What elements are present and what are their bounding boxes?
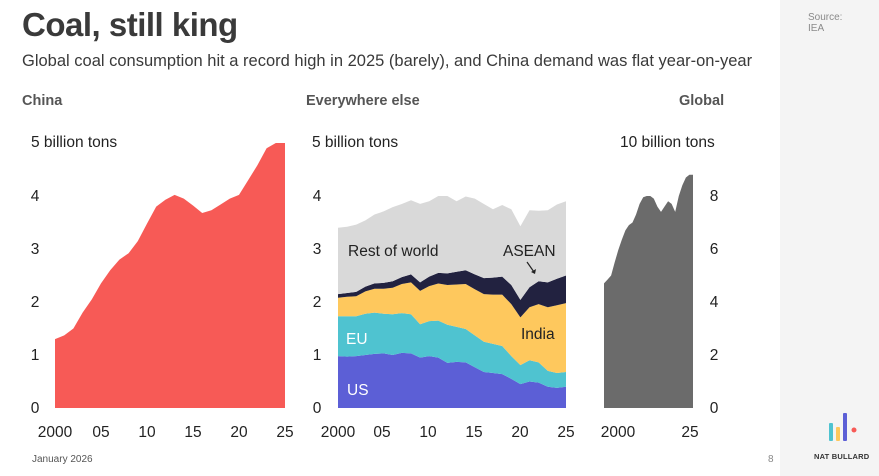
asean-label: ASEAN <box>503 243 556 260</box>
asean-arrow-line <box>526 261 535 273</box>
unit-label-global: 10 billion tons <box>620 134 715 151</box>
us-area <box>338 352 566 408</box>
china-xtick: 10 <box>138 424 156 441</box>
rest-of-world-label: Rest of world <box>348 243 438 260</box>
source-label: Source: <box>808 12 843 23</box>
asean-arrow-head <box>531 269 536 274</box>
global-ytick: 4 <box>710 294 719 311</box>
source-name: IEA <box>808 23 825 34</box>
everywhere-else-xtick: 2000 <box>321 424 356 441</box>
source-note: Source: IEA <box>808 12 842 34</box>
everywhere-else-ytick: 3 <box>313 241 322 258</box>
global-area <box>604 174 693 408</box>
page-subtitle: Global coal consumption hit a record hig… <box>22 52 753 70</box>
india-area <box>338 282 566 373</box>
china-xtick: 15 <box>184 424 201 441</box>
global-ytick: 2 <box>710 347 719 364</box>
china-ytick: 4 <box>31 188 40 205</box>
china-ytick: 0 <box>31 400 40 417</box>
everywhere-else-ytick: 0 <box>313 400 322 417</box>
everywhere-else-xtick: 20 <box>511 424 529 441</box>
everywhere-else-ytick: 4 <box>313 188 322 205</box>
everywhere-else-xtick: 05 <box>373 424 390 441</box>
china-xtick: 20 <box>230 424 248 441</box>
global-xtick: 2000 <box>601 424 636 441</box>
everywhere-else-xtick: 10 <box>419 424 437 441</box>
page-title: Coal, still king <box>22 6 238 43</box>
china-ytick: 1 <box>31 347 40 364</box>
brand-logo-dot <box>851 427 857 433</box>
rest-of-world-area <box>338 196 566 300</box>
brand-name: NAT BULLARD <box>814 452 870 461</box>
everywhere-else-xtick: 25 <box>557 424 574 441</box>
page-number: 8 <box>768 454 774 465</box>
us-label: US <box>347 382 369 399</box>
unit-label-china: 5 billion tons <box>31 134 118 151</box>
panel-title-global: Global <box>679 93 725 109</box>
everywhere-else-ytick: 2 <box>313 294 322 311</box>
global-ytick: 0 <box>710 400 719 417</box>
eu-area <box>338 312 566 388</box>
unit-label-everywhere-else: 5 billion tons <box>312 134 399 151</box>
china-xtick: 25 <box>276 424 293 441</box>
china-ytick: 3 <box>31 241 40 258</box>
global-xtick: 25 <box>681 424 698 441</box>
asean-area <box>338 270 566 318</box>
china-area <box>55 143 285 408</box>
brand-logo-bar-3 <box>843 413 847 441</box>
global-ytick: 8 <box>710 188 719 205</box>
global-ytick: 6 <box>710 241 719 258</box>
india-label: India <box>521 326 555 343</box>
everywhere-else-ytick: 1 <box>313 347 322 364</box>
china-xtick: 2000 <box>38 424 73 441</box>
panel-title-china: China <box>22 93 63 109</box>
eu-label: EU <box>346 331 368 348</box>
everywhere-else-xtick: 15 <box>465 424 482 441</box>
brand-logo-icon <box>829 413 857 441</box>
brand-logo-bar-1 <box>829 423 833 441</box>
panel-title-everywhere-else: Everywhere else <box>306 93 420 109</box>
china-ytick: 2 <box>31 294 40 311</box>
sidebar-background <box>780 0 879 476</box>
brand-logo-bar-2 <box>836 427 840 441</box>
footer-date: January 2026 <box>32 454 93 465</box>
china-xtick: 05 <box>92 424 109 441</box>
